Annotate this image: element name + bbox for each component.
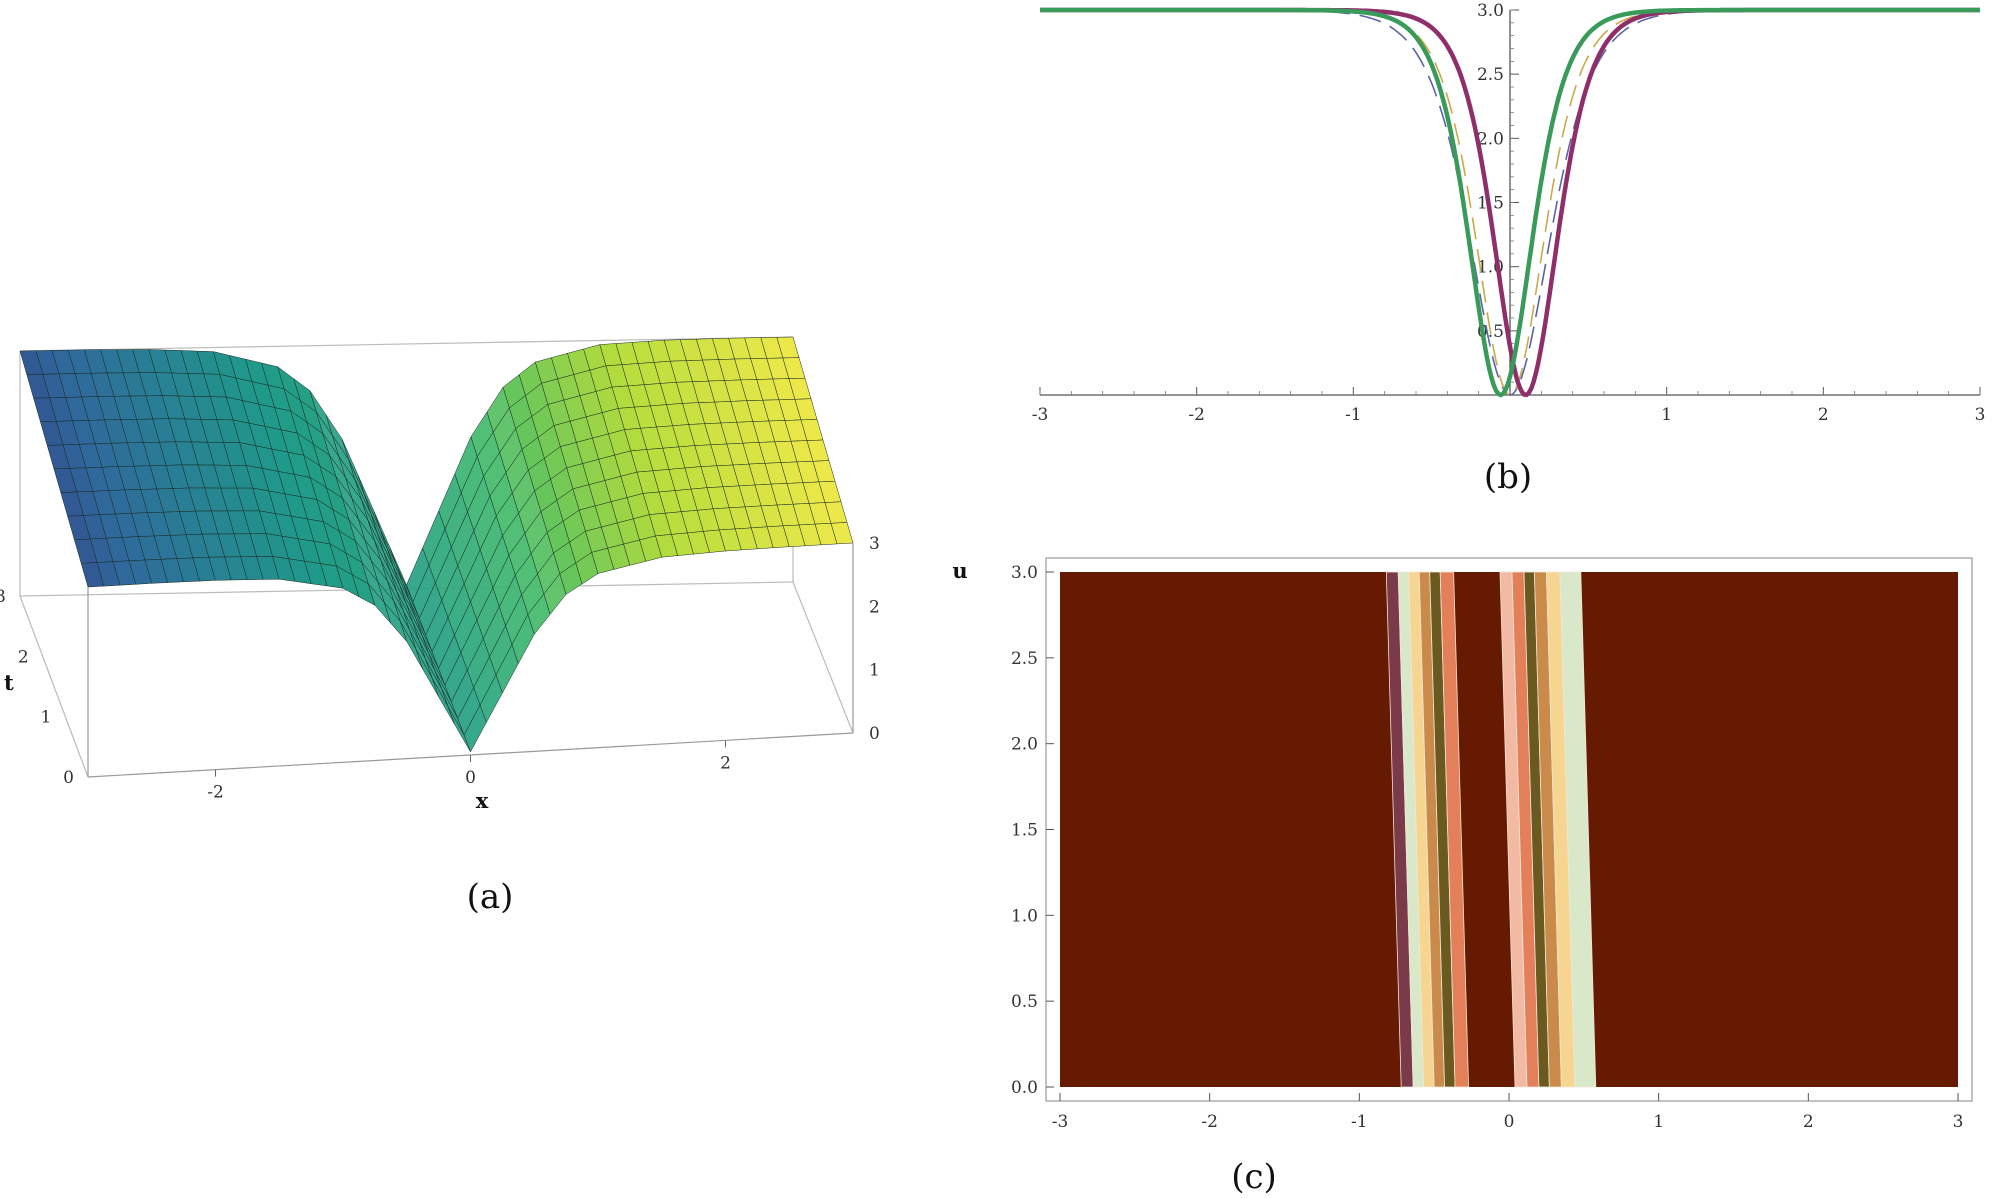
y-tick-label: 2.0 [1477, 129, 1504, 149]
panel-a-surface-plot: -2 0 2 0 1 2 3 0 1 2 3 x t (a) [0, 336, 880, 917]
x-tick-label: -3 [1032, 405, 1049, 425]
contour-bands [1385, 571, 1597, 1088]
series-line-0 [1040, 9, 1980, 396]
panel-b-caption: (b) [1484, 457, 1532, 497]
y-tick-label: 1.0 [1011, 906, 1038, 926]
x-tick-label: -2 [1201, 1112, 1218, 1132]
z-tick-label: 3 [869, 534, 880, 554]
contour-tick-labels: -3 -2 -1 0 1 2 3 0.0 0.5 1.0 1.5 2.0 2.5 3.0 [1011, 563, 1963, 1132]
box-edge [19, 336, 794, 352]
x-tick-label: 0 [1504, 1112, 1515, 1132]
y-tick-label: 2.5 [1477, 65, 1504, 85]
z-tick-label: 2 [869, 597, 880, 617]
contour-u-label: u [952, 558, 967, 583]
t-tick-label: 2 [18, 647, 29, 667]
x-tick-label: 2 [1803, 1112, 1814, 1132]
x-tick-label: -1 [1345, 405, 1362, 425]
t-tick-label: 1 [41, 708, 52, 728]
y-tick-label: 2.5 [1011, 649, 1038, 669]
surface-patch [830, 522, 854, 545]
surface-mesh [19, 336, 854, 753]
y-tick-label: 1.5 [1011, 821, 1038, 841]
line-plot-tick-labels: -3 -2 -1 1 2 30.51.01.52.02.53.0 [1032, 1, 1986, 425]
t-tick-label: 3 [0, 587, 6, 607]
x-tick-label: -2 [1188, 405, 1205, 425]
x-tick-label: 0 [465, 768, 476, 788]
x-tick-label: -3 [1052, 1112, 1069, 1132]
x-tick-label: 3 [1975, 405, 1986, 425]
x-tick-label: -1 [1351, 1112, 1368, 1132]
panel-b-line-plot: -3 -2 -1 1 2 30.51.01.52.02.53.0 (b) [1032, 1, 1986, 497]
z-tick-label: 0 [869, 724, 880, 744]
line-plot-series [1040, 7, 1980, 398]
x-tick-label: 2 [720, 753, 731, 773]
panel-a-caption: (a) [467, 877, 514, 917]
z-tick-label: 1 [869, 661, 880, 681]
panel-c-caption: (c) [1231, 1157, 1277, 1197]
x-tick-label: 3 [1953, 1112, 1964, 1132]
x-tick-label: 2 [1818, 405, 1829, 425]
contour-band [1439, 571, 1470, 1088]
series-line-3 [1040, 7, 1980, 398]
surface-tick-labels: -2 0 2 0 1 2 3 0 1 2 3 [0, 534, 880, 803]
y-tick-label: 3.0 [1477, 1, 1504, 21]
y-tick-label: 0.5 [1011, 992, 1038, 1012]
t-tick-label: 0 [63, 768, 74, 788]
contour-band [1559, 571, 1597, 1088]
x-tick-label: 1 [1661, 405, 1672, 425]
surface-t-axis-label: t [4, 670, 14, 695]
x-tick-label: 1 [1653, 1112, 1664, 1132]
box-edge [19, 595, 89, 778]
y-tick-label: 2.0 [1011, 735, 1038, 755]
panel-c-contour-plot: -3 -2 -1 0 1 2 3 0.0 0.5 1.0 1.5 2.0 2.5 3.0 u (c) [952, 557, 1973, 1197]
box-edge [792, 581, 854, 734]
y-tick-label: 3.0 [1011, 563, 1038, 583]
x-tick-label: -2 [207, 783, 224, 803]
y-tick-label: 0.0 [1011, 1078, 1038, 1098]
surface-x-axis-label: x [476, 788, 489, 813]
